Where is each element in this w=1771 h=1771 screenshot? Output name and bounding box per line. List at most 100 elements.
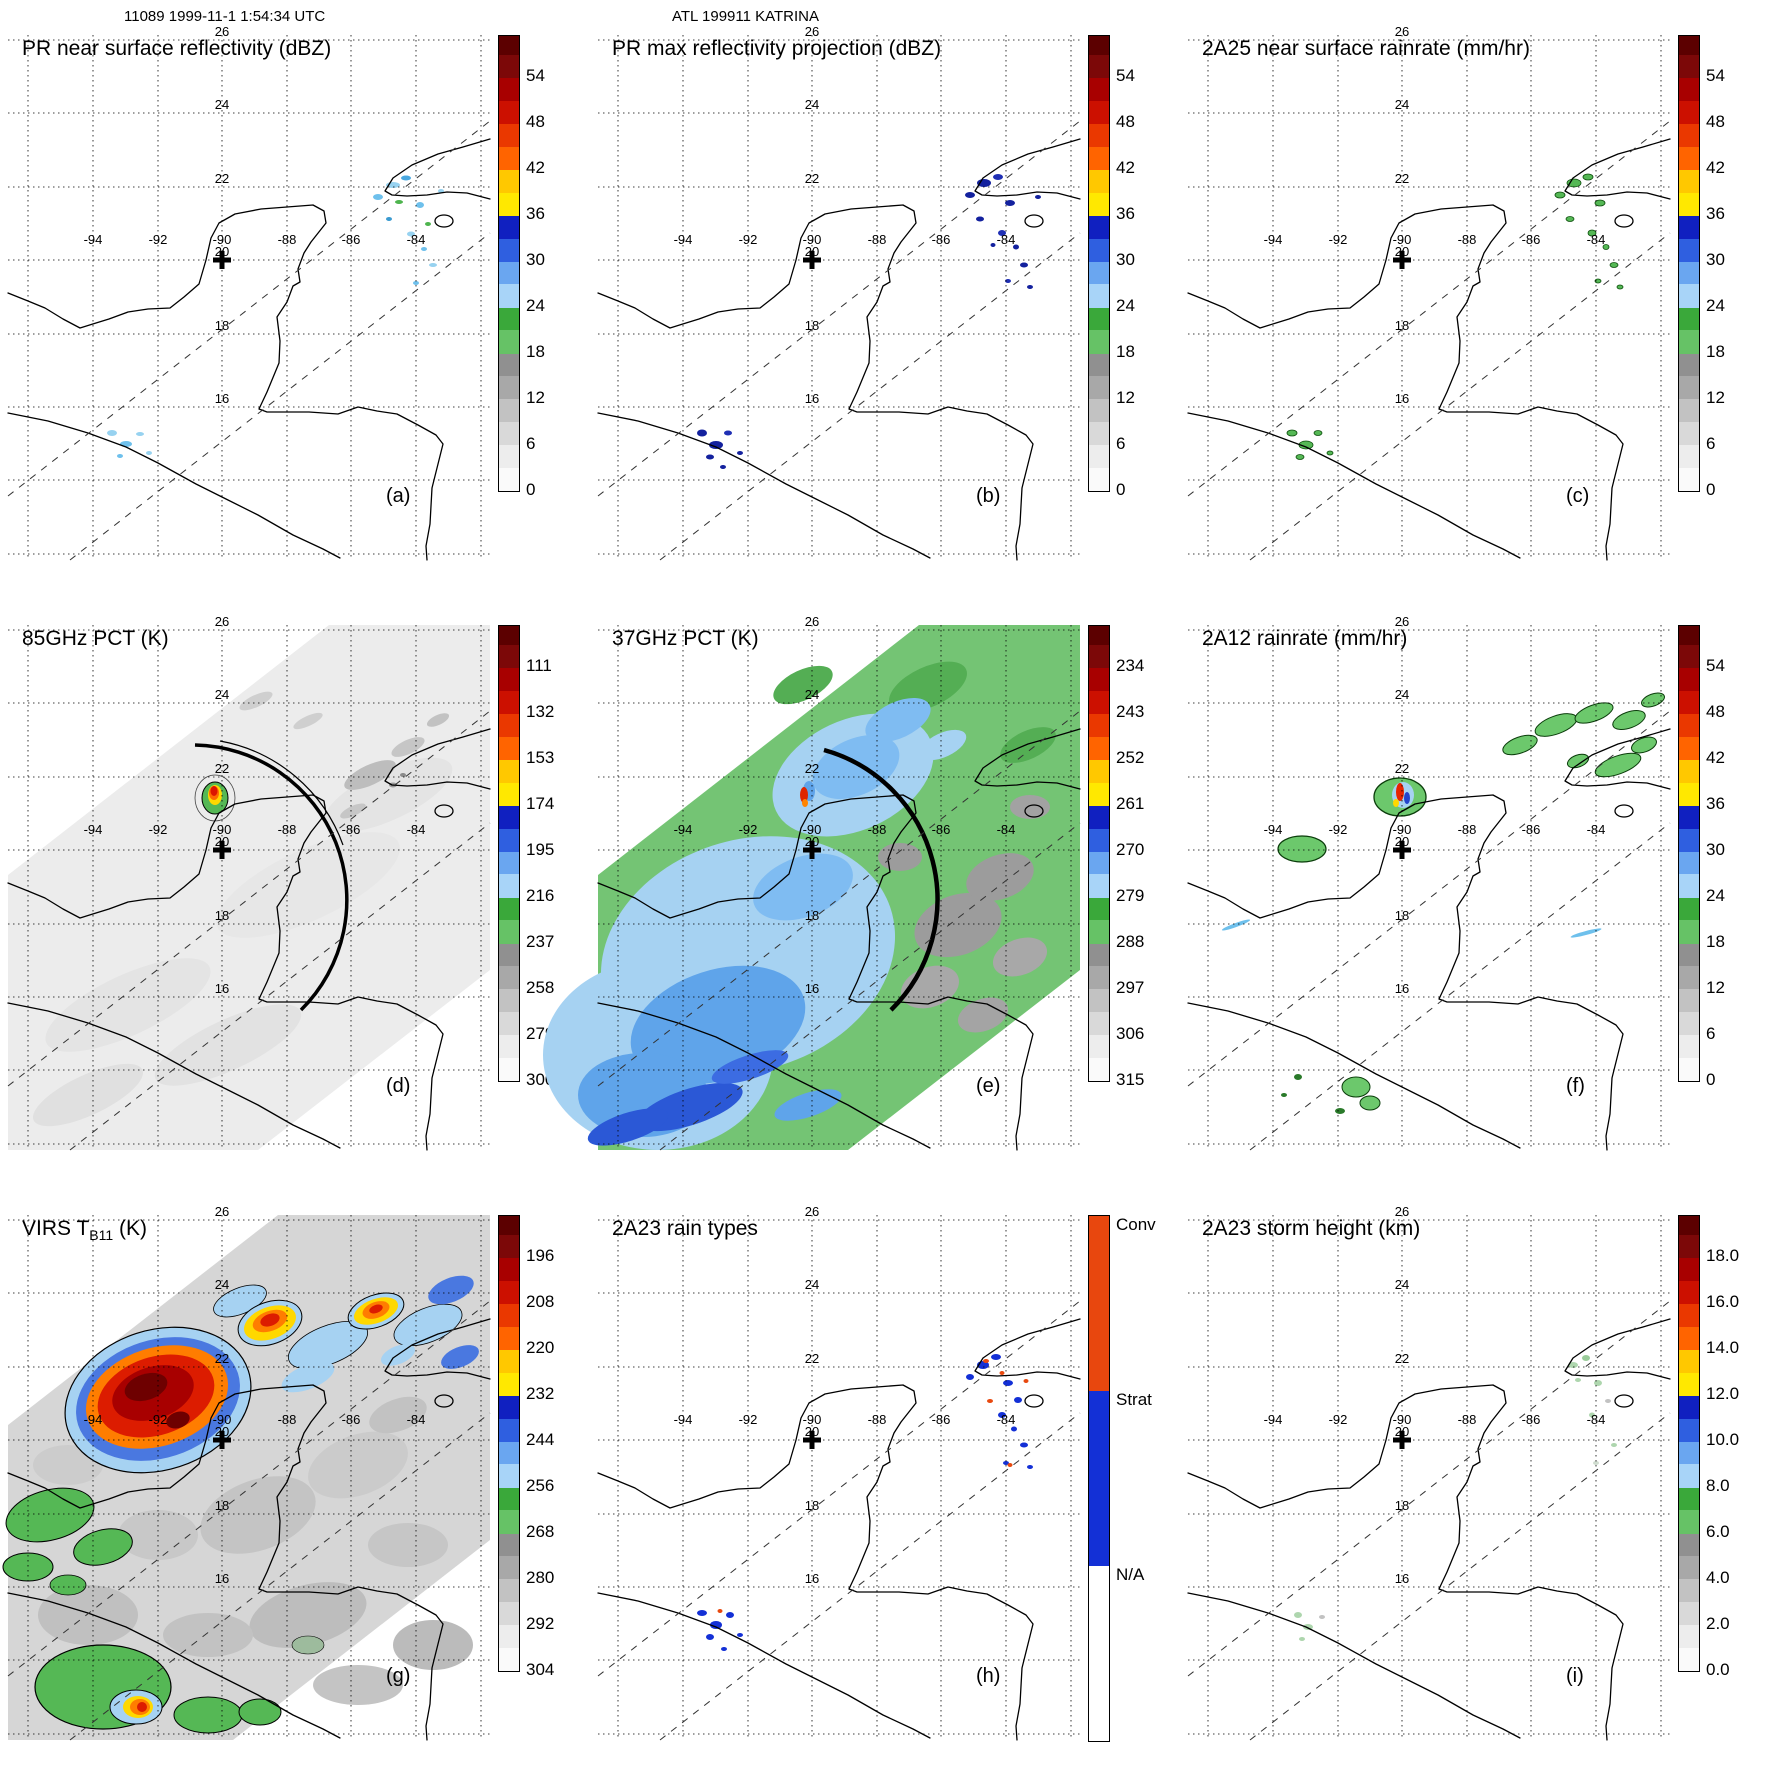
colorbar-tick-label: 4.0	[1706, 1567, 1730, 1587]
cuba-coastline	[974, 728, 1081, 790]
colorbar-category-label: Strat	[1116, 1390, 1152, 1410]
colorbar-segment	[499, 1464, 519, 1488]
colorbar-segment	[1679, 1035, 1699, 1059]
colorbar-segment	[1089, 667, 1109, 692]
colorbar-segment	[499, 691, 519, 714]
map-data-shape	[1554, 191, 1566, 199]
map-data-shape	[163, 1613, 253, 1657]
colorbar-segment	[499, 468, 519, 491]
axis-labels: -94 -92 -90 -88 -86 -84 26 24 22 20 18 1…	[674, 24, 1016, 406]
map-data-shape	[987, 1399, 993, 1403]
colorbar-tick-label: 30	[1706, 839, 1725, 859]
pacific-coastline	[597, 1592, 931, 1739]
map-data-shape	[249, 1582, 367, 1648]
map-data-shape	[216, 832, 400, 938]
map-data-shape	[369, 1304, 383, 1314]
colorbar-segment	[1679, 1327, 1699, 1350]
map-data-shape	[1303, 1624, 1313, 1630]
lon-label: -86	[932, 232, 951, 247]
colorbar-segment	[499, 123, 519, 148]
colorbar-segment	[1089, 989, 1109, 1013]
map-data-shape	[737, 451, 743, 455]
colorbar-segment	[499, 1303, 519, 1328]
map-data-shape	[1003, 1380, 1013, 1386]
colorbar-tick-label: 0.0	[1706, 1659, 1730, 1679]
map-data-shape	[421, 247, 427, 251]
map-data-shape	[998, 230, 1006, 236]
lon-label: -90	[1393, 232, 1412, 247]
map-data-shape	[73, 1528, 133, 1566]
map-data-shape	[1404, 792, 1410, 804]
colorbar-segment	[1089, 897, 1109, 921]
map-data-shape	[865, 697, 931, 743]
colorbar-segment	[1089, 101, 1109, 124]
colorbar-segment	[1679, 55, 1699, 78]
coastline-layer	[1187, 728, 1671, 1151]
map-data-shape	[32, 1063, 144, 1127]
map-data-shape	[753, 853, 853, 921]
colorbar-segment	[1089, 55, 1109, 78]
panel-g: -94 -92 -90 -88 -86 -84 26 24 22 20 18 1…	[0, 1204, 590, 1771]
yucatan-central-america-coastline	[7, 1384, 444, 1741]
panel-e: -94 -92 -90 -88 -86 -84 26 24 22 20 18 1…	[543, 614, 1180, 1210]
colorbar-segment	[499, 828, 519, 852]
lat-label: 24	[215, 687, 229, 702]
cuba-coastline	[1564, 1318, 1671, 1380]
colorbar-segment	[1089, 147, 1109, 170]
lon-label: -94	[84, 822, 103, 837]
cuba-coastline	[974, 1318, 1081, 1380]
map-data-shape	[1570, 928, 1602, 938]
map-data-shape	[373, 194, 383, 200]
colorbar-segment	[1679, 330, 1699, 354]
map-data-shape	[726, 1612, 734, 1618]
map-canvas: -94 -92 -90 -88 -86 -84 26 24 22 20 18 1…	[1187, 1204, 1671, 1741]
colorbar-segment	[1679, 1418, 1699, 1442]
colorbar-ticks: 54 48 42 36 30 24 18 12 6 0	[1706, 35, 1766, 499]
lon-label: -90	[803, 822, 822, 837]
lon-label: -92	[739, 1412, 758, 1427]
colorbar-segment	[499, 284, 519, 308]
map-data-shape	[281, 1361, 335, 1393]
colorbar-segment	[499, 645, 519, 668]
lon-label: -90	[213, 1412, 232, 1427]
colorbar-segment	[499, 1579, 519, 1603]
colorbar-segment	[1089, 330, 1109, 354]
yucatan-central-america-coastline	[597, 204, 1034, 561]
colorbar-segment	[1679, 1216, 1699, 1236]
colorbar-segment	[1089, 468, 1109, 491]
map-data-shape	[1611, 1443, 1617, 1447]
colorbar-tick-label: 195	[526, 839, 555, 859]
colorbar-segment	[1089, 943, 1109, 967]
map-area: -94 -92 -90 -88 -86 -84 26 24 22 20 18 1…	[2, 1204, 491, 1741]
colorbar-tick-label: 30	[1706, 249, 1725, 269]
map-data-shape	[1631, 736, 1657, 754]
map-canvas: -94 -92 -90 -88 -86 -84 26 24 22 20 18 1…	[597, 1204, 1081, 1741]
map-canvas: -94 -92 -90 -88 -86 -84 26 24 22 20 18 1…	[7, 614, 491, 1151]
colorbar-tick-label: 6	[526, 433, 536, 453]
map-data-shape	[428, 1275, 474, 1305]
map-data-shape	[965, 192, 975, 198]
colorbar-segment	[1679, 1625, 1699, 1649]
colorbar-segment	[1679, 1487, 1699, 1511]
map-data-shape	[1277, 835, 1327, 863]
panel-letter: (b)	[976, 485, 1001, 507]
lon-label: -84	[407, 822, 426, 837]
map-area: -94 -92 -90 -88 -86 -84 26 24 22 20 18 1…	[1187, 24, 1671, 561]
lon-label: -88	[1458, 1412, 1477, 1427]
colorbar-tick-label: 48	[1706, 111, 1725, 131]
colorbar-tick-label: 279	[1116, 885, 1145, 905]
map-data-shape	[2, 1552, 54, 1582]
colorbar-tick-label: 42	[526, 157, 545, 177]
map-data-shape	[1027, 285, 1033, 289]
colorbar-tick-label: 258	[526, 977, 555, 997]
map-data-shape	[393, 1620, 473, 1670]
colorbar-tick-label: 16.0	[1706, 1291, 1740, 1311]
map-data-shape	[429, 263, 437, 267]
map-data-shape	[1020, 1442, 1028, 1448]
map-data-shape	[1294, 1612, 1302, 1618]
colorbar-segment	[1679, 713, 1699, 738]
colorbar-tick-label: 153	[526, 747, 555, 767]
pr-swath-edge-lines	[7, 710, 491, 1151]
lon-label: -92	[1329, 232, 1348, 247]
colorbar	[1678, 625, 1700, 1082]
